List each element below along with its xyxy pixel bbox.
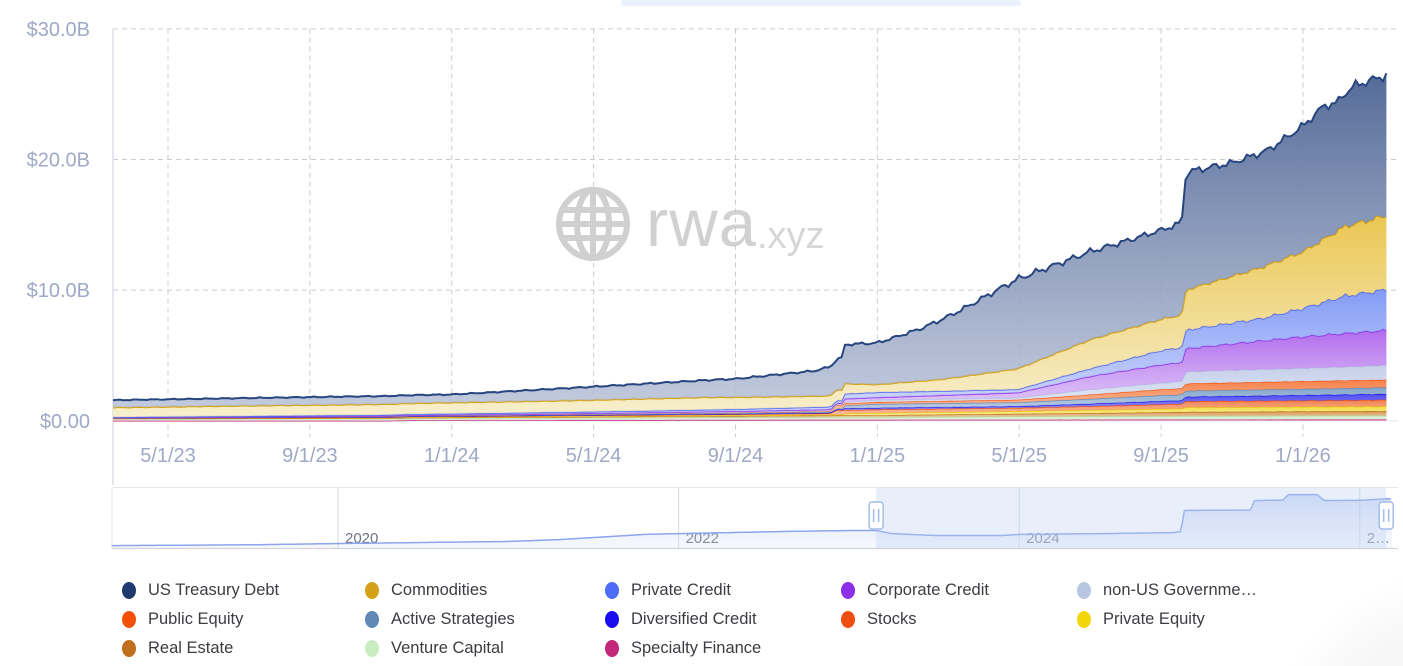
brush-handle-left[interactable] — [868, 501, 884, 530]
legend-color-dot — [1077, 582, 1091, 599]
area-line — [112, 72, 1388, 402]
legend-item-real-estate[interactable]: Real Estate — [122, 634, 365, 663]
x-axis-label: 9/1/25 — [1133, 445, 1189, 467]
legend-color-dot — [605, 611, 619, 628]
legend-label: Venture Capital — [391, 639, 504, 657]
x-axis-label: 9/1/24 — [708, 445, 764, 467]
watermark-brand: rwa — [646, 186, 757, 261]
area-band-corporate-credit[interactable] — [113, 329, 1387, 418]
area-band-non-us-governme-[interactable] — [113, 365, 1387, 418]
area-band-diversified-credit[interactable] — [113, 393, 1387, 419]
legend-item-commodities[interactable]: Commodities — [365, 576, 605, 605]
x-axis-label: 1/1/26 — [1275, 445, 1331, 467]
brush-area[interactable] — [111, 494, 1393, 549]
horizontal-scrollbar-thumb[interactable] — [621, 0, 1021, 6]
x-axis-label: 1/1/25 — [850, 445, 906, 467]
legend-item-active-strategies[interactable]: Active Strategies — [365, 605, 605, 634]
legend-item-venture-capital[interactable]: Venture Capital — [365, 634, 605, 663]
area-band-active-strategies[interactable] — [113, 387, 1387, 418]
legend-item-private-equity[interactable]: Private Equity — [1077, 605, 1392, 634]
legend-color-dot — [365, 640, 379, 657]
legend-label: Real Estate — [148, 639, 234, 657]
x-axis-label: 5/1/25 — [991, 445, 1047, 467]
watermark-suffix: .xyz — [756, 215, 825, 257]
legend-label: Specialty Finance — [631, 639, 762, 657]
x-axis-label: 1/1/24 — [424, 445, 480, 467]
rwa-watermark: rwa .xyz — [552, 183, 825, 265]
globe-icon — [556, 187, 630, 261]
area-band-commodities[interactable] — [113, 215, 1387, 418]
area-band-us-treasury-debt[interactable] — [113, 73, 1387, 408]
legend-item-us-treasury-debt[interactable]: US Treasury Debt — [122, 576, 365, 605]
decorative-corner-blob — [1255, 575, 1403, 666]
brush-handle-right[interactable] — [1378, 501, 1394, 530]
legend-color-dot — [122, 582, 136, 599]
legend-item-specialty-finance[interactable]: Specialty Finance — [605, 634, 841, 663]
legend-label: Diversified Credit — [631, 610, 757, 628]
legend-color-dot — [605, 640, 619, 657]
legend-label: Public Equity — [148, 610, 244, 628]
legend-color-dot — [365, 611, 379, 628]
legend-color-dot — [122, 640, 136, 657]
legend-item-public-equity[interactable]: Public Equity — [122, 605, 365, 634]
legend-color-dot — [841, 582, 855, 599]
legend-label: Private Equity — [1103, 610, 1205, 628]
legend-item-private-credit[interactable]: Private Credit — [605, 576, 841, 605]
legend-color-dot — [841, 611, 855, 628]
x-axis-label: 5/1/24 — [566, 445, 622, 467]
legend-label: US Treasury Debt — [148, 581, 280, 599]
legend-item-stocks[interactable]: Stocks — [841, 605, 1077, 634]
legend-label: Active Strategies — [391, 610, 515, 628]
legend-color-dot — [1077, 611, 1091, 628]
legend-label: non-US Governme… — [1103, 581, 1258, 599]
brush-selected-range[interactable] — [876, 487, 1387, 549]
legend-item-diversified-credit[interactable]: Diversified Credit — [605, 605, 841, 634]
y-axis-label: $30.0B — [27, 19, 90, 41]
y-axis-label: $0.00 — [40, 411, 90, 433]
legend-item-corporate-credit[interactable]: Corporate Credit — [841, 576, 1077, 605]
x-axis-label: 9/1/23 — [282, 445, 338, 467]
area-band-public-equity[interactable] — [113, 379, 1387, 418]
legend-color-dot — [122, 611, 136, 628]
legend-item-non-us-governme-[interactable]: non-US Governme… — [1077, 576, 1392, 605]
brush-line — [111, 493, 1391, 547]
legend-label: Stocks — [867, 610, 917, 628]
legend-label: Corporate Credit — [867, 581, 989, 599]
y-axis-label: $10.0B — [27, 280, 90, 302]
legend-label: Commodities — [391, 581, 488, 599]
legend-color-dot — [605, 582, 619, 599]
y-axis-label: $20.0B — [27, 149, 90, 171]
legend-color-dot — [365, 582, 379, 599]
chart-legend: US Treasury Debt Commodities Private Credi… — [122, 576, 1392, 663]
legend-label: Private Credit — [631, 581, 731, 599]
x-axis-label: 5/1/23 — [140, 445, 196, 467]
